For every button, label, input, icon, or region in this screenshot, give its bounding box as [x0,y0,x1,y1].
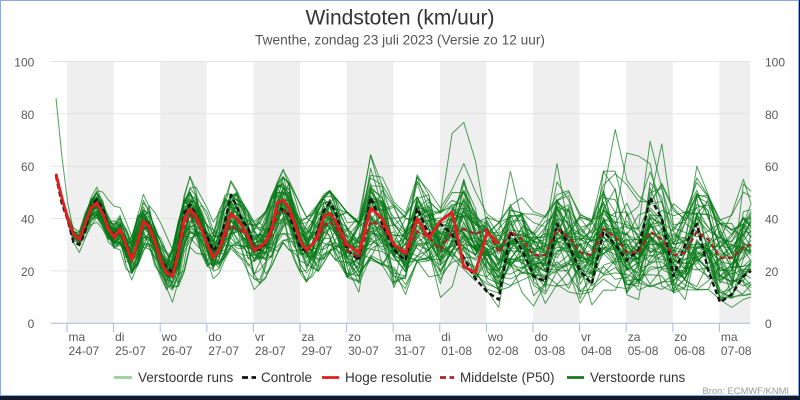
svg-text:Windstoten (km/uur): Windstoten (km/uur) [305,7,494,30]
svg-text:80: 80 [21,108,35,122]
svg-text:ma: ma [69,330,86,344]
svg-text:za: za [302,330,315,344]
svg-text:28-07: 28-07 [255,344,286,358]
svg-text:Controle: Controle [261,370,312,385]
svg-text:za: za [628,330,641,344]
svg-text:30-07: 30-07 [348,344,379,358]
svg-text:Verstoorde runs: Verstoorde runs [590,370,686,385]
svg-text:wo: wo [161,330,178,344]
svg-text:Bron: ECMWF/KNMI: Bron: ECMWF/KNMI [703,385,789,396]
svg-text:24-07: 24-07 [69,344,100,358]
svg-text:do: do [535,330,549,344]
svg-text:Verstoorde runs: Verstoorde runs [138,370,234,385]
svg-text:80: 80 [765,108,779,122]
svg-text:60: 60 [21,160,35,174]
svg-text:06-08: 06-08 [674,344,705,358]
svg-text:zo: zo [348,330,361,344]
svg-text:07-08: 07-08 [721,344,752,358]
svg-text:vr: vr [581,330,591,344]
svg-text:wo: wo [487,330,504,344]
svg-text:Hoge resolutie: Hoge resolutie [345,370,432,385]
svg-text:29-07: 29-07 [302,344,333,358]
svg-text:100: 100 [765,56,785,70]
svg-text:01-08: 01-08 [441,344,472,358]
svg-text:60: 60 [765,160,779,174]
svg-text:zo: zo [674,330,687,344]
svg-text:di: di [441,330,450,344]
svg-text:Twenthe, zondag 23 juli 2023 (: Twenthe, zondag 23 juli 2023 (Versie zo … [255,32,545,47]
svg-text:0: 0 [28,317,35,331]
svg-text:40: 40 [765,213,779,227]
svg-text:26-07: 26-07 [162,344,193,358]
svg-text:31-07: 31-07 [395,344,426,358]
svg-text:20: 20 [765,265,779,279]
svg-text:05-08: 05-08 [628,344,659,358]
svg-text:Middelste (P50): Middelste (P50) [460,370,555,385]
svg-text:100: 100 [14,56,34,70]
svg-text:di: di [115,330,124,344]
svg-text:ma: ma [395,330,412,344]
svg-text:25-07: 25-07 [115,344,146,358]
svg-text:0: 0 [765,317,772,331]
svg-text:vr: vr [255,330,265,344]
svg-text:ma: ma [721,330,738,344]
svg-text:04-08: 04-08 [581,344,612,358]
svg-text:27-07: 27-07 [208,344,239,358]
svg-text:02-08: 02-08 [488,344,519,358]
svg-text:do: do [208,330,222,344]
svg-text:03-08: 03-08 [535,344,566,358]
svg-text:40: 40 [21,213,35,227]
svg-text:20: 20 [21,265,35,279]
